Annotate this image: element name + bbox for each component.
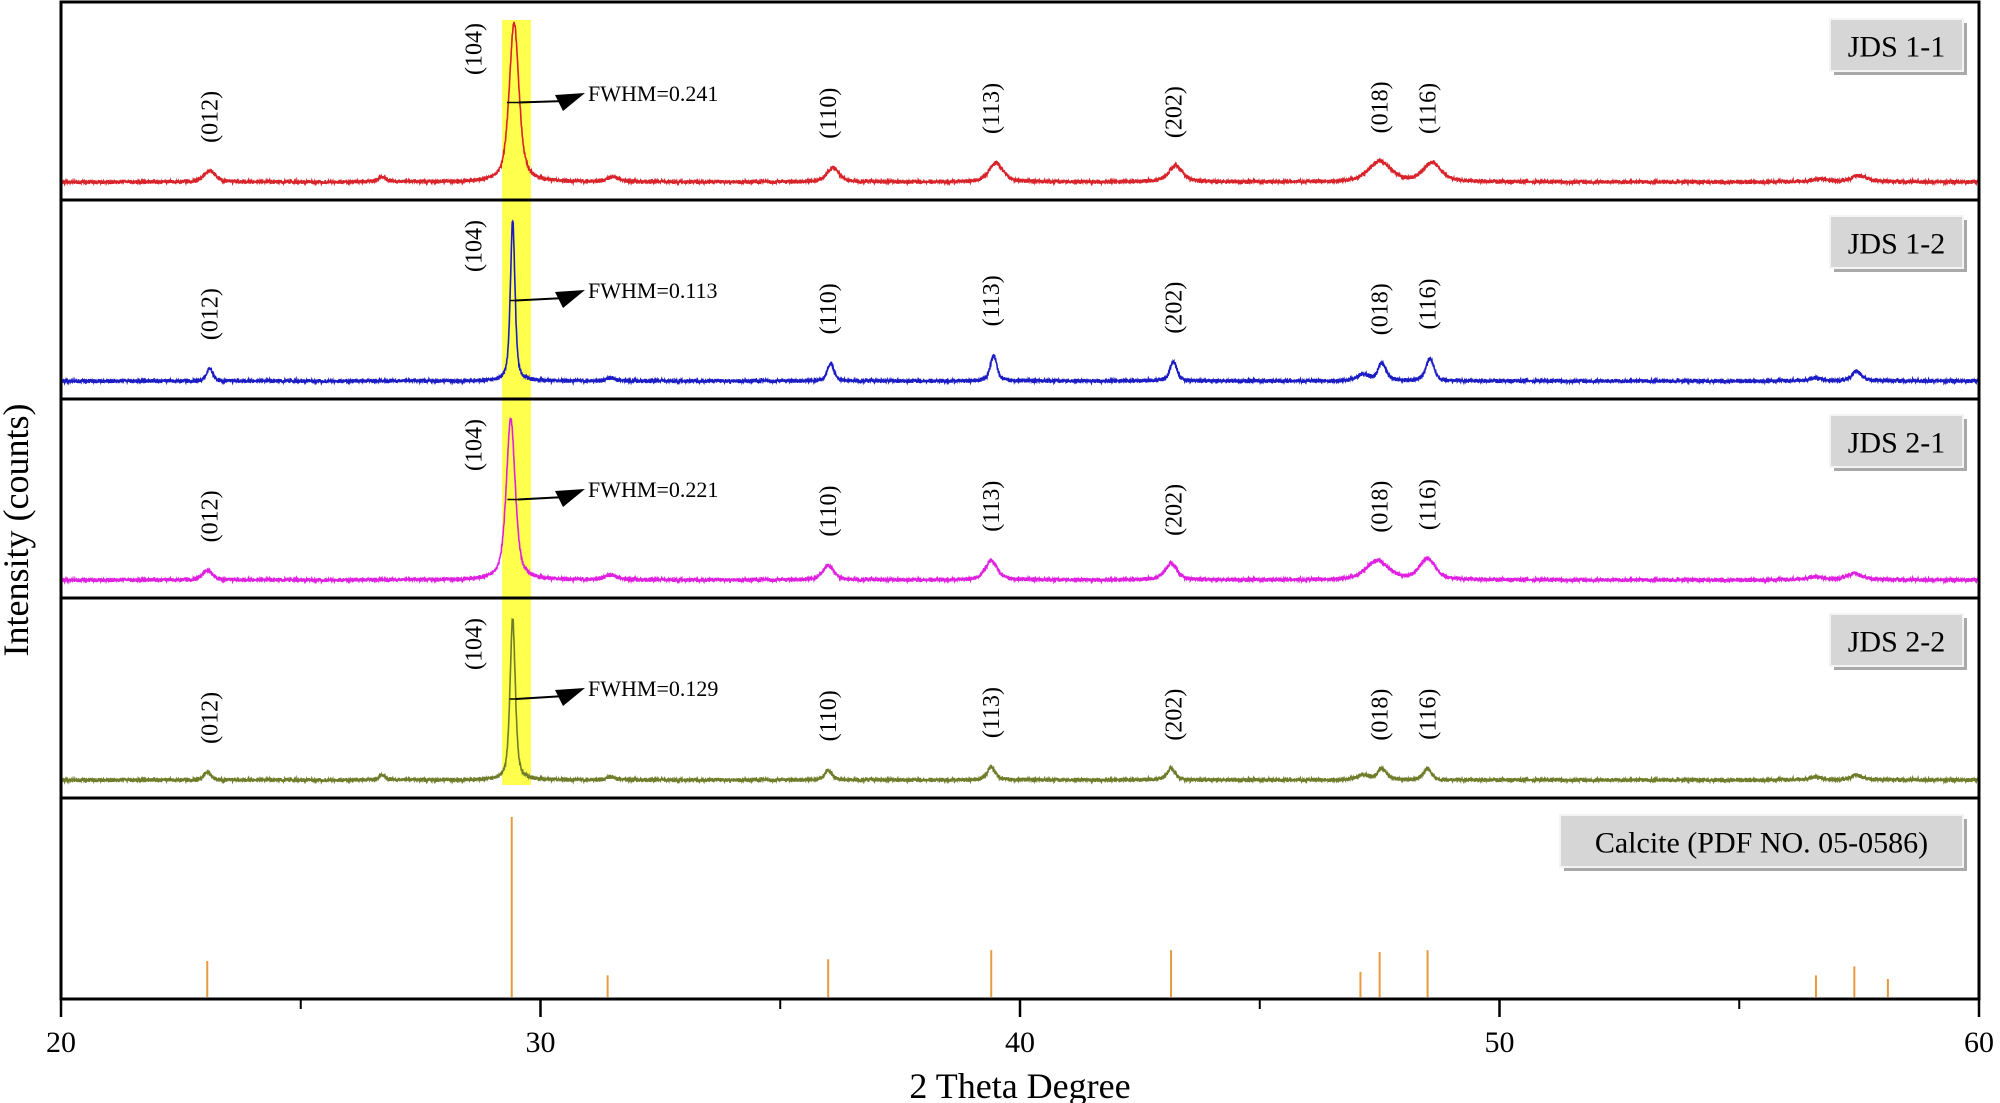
hkl-label: (104)	[462, 220, 488, 272]
hkl-label: (116)	[1416, 479, 1442, 530]
hkl-label: (113)	[979, 83, 1005, 134]
sample-label: JDS 1-2	[1848, 227, 1946, 260]
x-axis-label: 2 Theta Degree	[909, 1066, 1130, 1103]
hkl-label: (012)	[198, 91, 224, 143]
hkl-label: (202)	[1161, 282, 1187, 334]
hkl-label: (116)	[1416, 83, 1442, 134]
fwhm-label: FWHM=0.113	[588, 278, 718, 303]
fwhm-arrow-head	[555, 489, 585, 507]
x-tick-label: 30	[526, 1026, 556, 1059]
sample-label: Calcite (PDF NO. 05-0586)	[1595, 826, 1928, 859]
sample-label-box: JDS 2-1	[1829, 414, 1967, 471]
hkl-label: (110)	[816, 283, 842, 334]
fwhm-label: FWHM=0.221	[588, 477, 718, 502]
label-background	[1829, 18, 1964, 72]
hkl-label: (104)	[462, 23, 488, 75]
hkl-label: (018)	[1368, 689, 1394, 741]
hkl-label: (104)	[462, 419, 488, 471]
label-background	[1829, 215, 1964, 269]
label-background	[1829, 613, 1964, 667]
xrd-pattern-line	[60, 618, 1980, 785]
hkl-label: (104)	[462, 618, 488, 670]
sample-label-box: Calcite (PDF NO. 05-0586)	[1559, 814, 1967, 871]
fwhm-arrow-head	[555, 93, 585, 111]
panel-reference: Calcite (PDF NO. 05-0586)	[206, 814, 1967, 997]
fwhm-arrow-head	[555, 688, 585, 706]
hkl-label: (202)	[1161, 484, 1187, 536]
sample-label-box: JDS 2-2	[1829, 613, 1967, 670]
hkl-label: (116)	[1416, 689, 1442, 740]
hkl-label: (110)	[816, 486, 842, 537]
hkl-label: (018)	[1368, 81, 1394, 133]
xrd-pattern-line	[60, 21, 1980, 187]
sample-label-box: JDS 1-2	[1829, 215, 1967, 272]
sample-label-box: JDS 1-1	[1829, 18, 1967, 75]
sample-label: JDS 2-1	[1848, 426, 1946, 459]
panel-jds-2-1: (012) (104) (110) (113) (202) (018) (116) FWHM=…	[60, 414, 1980, 585]
hkl-label: (012)	[198, 692, 224, 744]
sample-label: JDS 1-1	[1848, 30, 1946, 63]
label-background	[1829, 414, 1964, 468]
fwhm-arrow-line	[515, 297, 566, 302]
sample-label: JDS 2-2	[1848, 625, 1946, 658]
hkl-label: (113)	[979, 481, 1005, 532]
fwhm-arrow-head	[555, 290, 585, 308]
fwhm-arrow-line	[517, 496, 566, 501]
panel-jds-1-1: (012) (104) (110) (113) (202) (018) (116) FWHM=…	[60, 18, 1980, 187]
fwhm-arrow-line	[518, 100, 566, 104]
fwhm-label: FWHM=0.241	[588, 81, 718, 106]
panel-jds-2-2: (012) (104) (110) (113) (202) (018) (116) FWHM=…	[60, 613, 1980, 785]
hkl-label: (018)	[1368, 283, 1394, 335]
hkl-label: (116)	[1416, 278, 1442, 329]
hkl-label: (110)	[816, 88, 842, 139]
xrd-pattern-line	[60, 416, 1980, 585]
hkl-label: (012)	[198, 490, 224, 542]
hkl-label: (202)	[1161, 86, 1187, 138]
x-tick-label: 50	[1485, 1026, 1515, 1059]
x-tick-label: 40	[1005, 1026, 1035, 1059]
hkl-label: (012)	[198, 288, 224, 340]
fwhm-arrow-line	[515, 695, 566, 700]
hkl-label: (202)	[1161, 689, 1187, 741]
xrd-pattern-line	[60, 219, 1980, 387]
x-tick-label: 20	[46, 1026, 76, 1059]
hkl-label: (018)	[1368, 481, 1394, 533]
fwhm-label: FWHM=0.129	[588, 676, 718, 701]
hkl-label: (110)	[816, 690, 842, 741]
hkl-label: (113)	[979, 275, 1005, 326]
panel-jds-1-2: (012) (104) (110) (113) (202) (018) (116) FWHM=…	[60, 215, 1980, 387]
x-tick-label: 60	[1964, 1026, 1994, 1059]
y-axis-label: Intensity (counts)	[0, 404, 36, 657]
highlight-band	[502, 20, 531, 785]
label-background	[1559, 814, 1964, 868]
hkl-label: (113)	[979, 687, 1005, 738]
